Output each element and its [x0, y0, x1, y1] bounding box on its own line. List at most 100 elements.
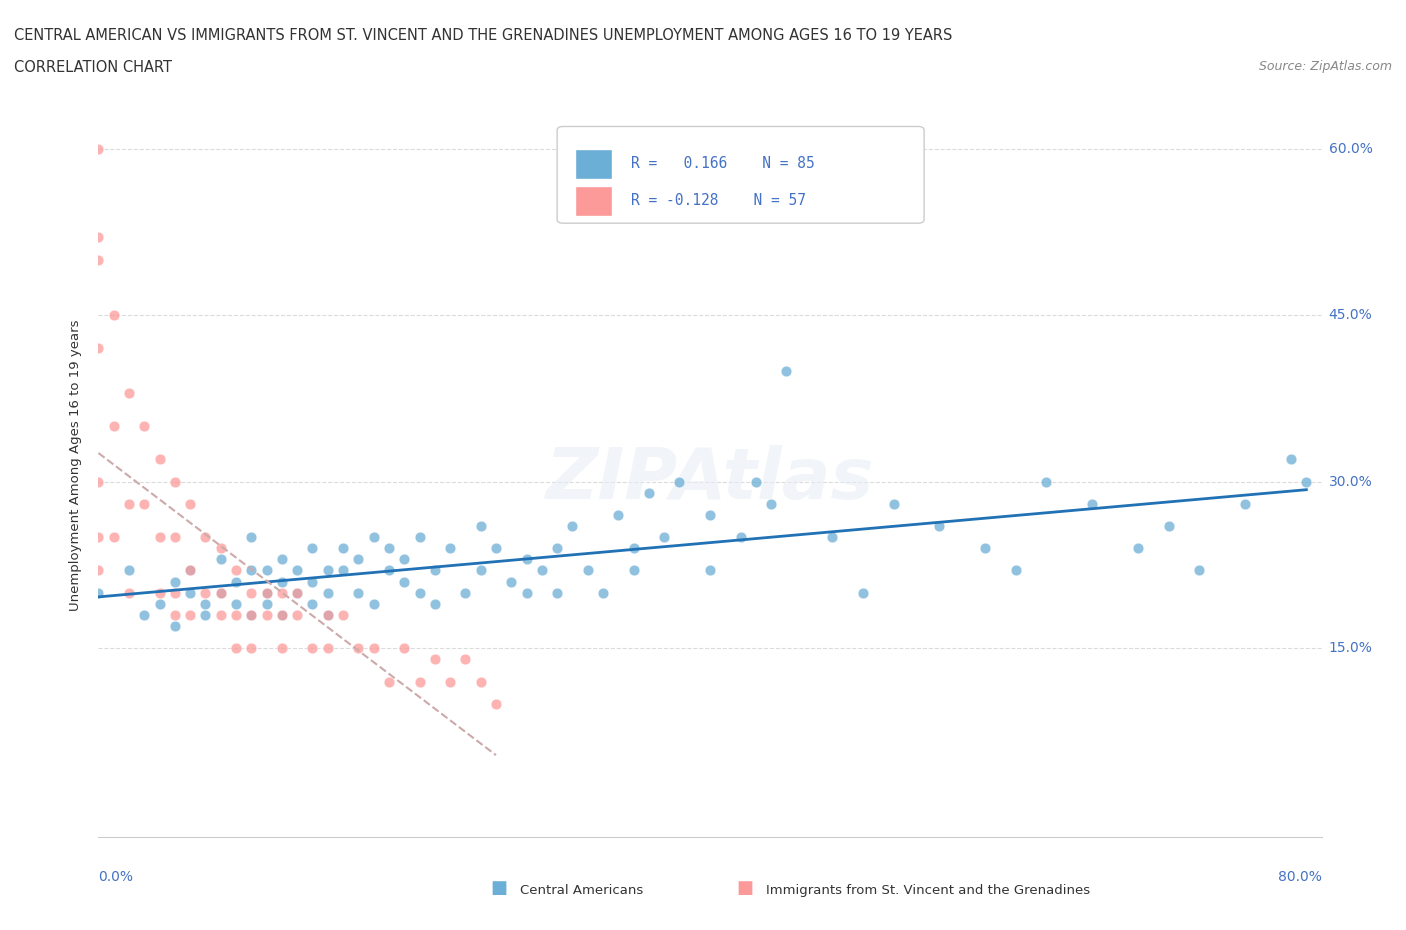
Point [607, 508, 630, 523]
Point [225, 563, 247, 578]
Point [118, 497, 141, 512]
Point [470, 563, 492, 578]
Point [1279, 452, 1302, 467]
Point [378, 541, 401, 556]
Point [87, 252, 110, 267]
Text: Central Americans: Central Americans [520, 884, 644, 897]
Point [363, 596, 385, 611]
Point [316, 563, 339, 578]
Point [270, 641, 292, 656]
Text: CENTRAL AMERICAN VS IMMIGRANTS FROM ST. VINCENT AND THE GRENADINES UNEMPLOYMENT : CENTRAL AMERICAN VS IMMIGRANTS FROM ST. … [14, 28, 952, 43]
Point [240, 607, 263, 622]
Point [301, 541, 323, 556]
Point [301, 574, 323, 589]
Point [316, 607, 339, 622]
Point [118, 563, 141, 578]
Point [209, 585, 232, 600]
Point [209, 607, 232, 622]
Point [87, 230, 110, 245]
Point [163, 618, 186, 633]
Point [87, 585, 110, 600]
Point [118, 585, 141, 600]
Point [240, 530, 263, 545]
Point [1188, 563, 1211, 578]
Point [592, 585, 614, 600]
Point [637, 485, 661, 500]
Point [256, 607, 278, 622]
Point [454, 585, 477, 600]
Point [194, 530, 217, 545]
Text: 0.0%: 0.0% [98, 870, 134, 884]
Point [470, 674, 492, 689]
Point [332, 607, 354, 622]
Point [347, 585, 370, 600]
Point [163, 574, 186, 589]
FancyBboxPatch shape [575, 149, 612, 179]
Point [163, 585, 186, 600]
Point [179, 563, 201, 578]
Point [470, 519, 492, 534]
Point [240, 563, 263, 578]
Point [270, 607, 292, 622]
Point [209, 541, 232, 556]
Point [821, 530, 844, 545]
Point [270, 585, 292, 600]
Point [194, 607, 217, 622]
Text: R = -0.128    N = 57: R = -0.128 N = 57 [630, 193, 806, 208]
Point [270, 607, 292, 622]
Point [87, 563, 110, 578]
Point [103, 530, 125, 545]
Point [149, 452, 172, 467]
Point [240, 607, 263, 622]
Point [118, 385, 141, 400]
Point [423, 563, 446, 578]
Text: 15.0%: 15.0% [1329, 641, 1372, 656]
Point [699, 563, 721, 578]
Point [408, 674, 430, 689]
Point [392, 551, 416, 566]
Text: R =   0.166    N = 85: R = 0.166 N = 85 [630, 156, 814, 171]
Text: CORRELATION CHART: CORRELATION CHART [14, 60, 172, 75]
Point [194, 596, 217, 611]
Text: 80.0%: 80.0% [1278, 870, 1322, 884]
Point [240, 585, 263, 600]
Point [270, 574, 292, 589]
Point [623, 541, 645, 556]
Text: Immigrants from St. Vincent and the Grenadines: Immigrants from St. Vincent and the Gren… [766, 884, 1091, 897]
Point [347, 641, 370, 656]
Point [316, 641, 339, 656]
Point [516, 585, 538, 600]
Point [240, 641, 263, 656]
Point [149, 530, 172, 545]
Point [363, 530, 385, 545]
Point [439, 541, 461, 556]
Point [270, 551, 292, 566]
FancyBboxPatch shape [557, 126, 924, 223]
Point [87, 141, 110, 156]
Point [775, 364, 797, 379]
Point [285, 563, 308, 578]
Point [759, 497, 782, 512]
Point [149, 596, 172, 611]
Point [378, 563, 401, 578]
Point [1234, 497, 1257, 512]
Point [256, 585, 278, 600]
Point [423, 652, 446, 667]
Point [332, 563, 354, 578]
Point [301, 596, 323, 611]
Point [347, 551, 370, 566]
Point [485, 541, 508, 556]
FancyBboxPatch shape [575, 186, 612, 216]
Point [1295, 474, 1317, 489]
Point [285, 607, 308, 622]
Point [225, 641, 247, 656]
Text: Source: ZipAtlas.com: Source: ZipAtlas.com [1258, 60, 1392, 73]
Point [179, 585, 201, 600]
Point [225, 607, 247, 622]
Point [423, 596, 446, 611]
Point [485, 697, 508, 711]
Point [392, 641, 416, 656]
Point [87, 474, 110, 489]
Point [668, 474, 690, 489]
Point [134, 497, 156, 512]
